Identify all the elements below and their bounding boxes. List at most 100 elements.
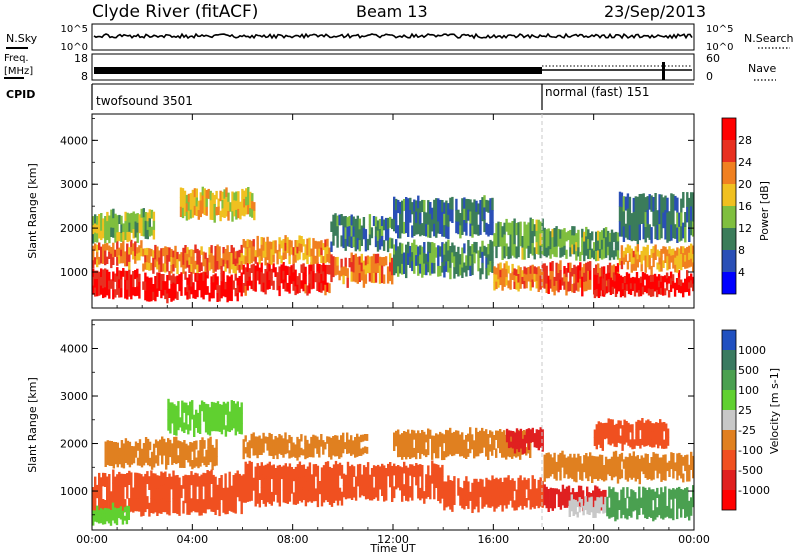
heatmap-cell (654, 500, 657, 511)
heatmap-cell (302, 449, 305, 456)
heatmap-cell (240, 475, 243, 489)
heatmap-cell (579, 471, 582, 480)
heatmap-cell (692, 245, 695, 255)
heatmap-cell (94, 270, 97, 280)
heatmap-cell (645, 286, 649, 294)
heatmap-cell (613, 274, 617, 282)
heatmap-cell (469, 435, 472, 445)
heatmap-cell (193, 414, 196, 427)
heatmap-cell (254, 492, 257, 507)
heatmap-cell (100, 254, 103, 264)
heatmap-cell (227, 201, 230, 212)
heatmap-cell (290, 274, 293, 284)
heatmap-cell (682, 253, 685, 261)
heatmap-cell (146, 284, 149, 294)
heatmap-cell (568, 505, 571, 512)
heatmap-cell (692, 463, 695, 471)
heatmap-cell (569, 453, 572, 463)
heatmap-cell (142, 217, 145, 228)
heatmap-cell (192, 282, 195, 291)
heatmap-cell (204, 252, 207, 260)
heatmap-cell (296, 284, 299, 294)
heatmap-cell (316, 465, 320, 480)
heatmap-cell (362, 278, 366, 288)
heatmap-cell (395, 210, 398, 222)
heatmap-cell (621, 433, 624, 443)
heatmap-cell (362, 227, 366, 240)
heatmap-cell (306, 451, 309, 459)
heatmap-cell (649, 289, 653, 297)
heatmap-cell (296, 477, 300, 491)
heatmap-cell (336, 215, 339, 227)
heatmap-cell (439, 439, 442, 447)
heatmap-cell (545, 238, 548, 249)
heatmap-cell (202, 271, 205, 282)
heatmap-cell (423, 263, 426, 275)
heatmap-cell (433, 435, 436, 445)
heatmap-cell (178, 502, 181, 516)
heatmap-cell (294, 286, 297, 296)
heatmap-cell (174, 487, 177, 501)
heatmap-cell (555, 271, 558, 282)
heatmap-cell (364, 488, 368, 500)
heatmap-cell (124, 270, 127, 281)
heatmap-cell (621, 289, 625, 296)
heatmap-cell (609, 277, 613, 284)
heatmap-cell (545, 461, 548, 470)
band-18 (618, 191, 695, 245)
heatmap-cell (148, 277, 151, 286)
heatmap-cell (138, 473, 141, 487)
heatmap-cell (330, 444, 333, 453)
colorbar-swatch (722, 162, 736, 184)
heatmap-cell (395, 466, 398, 478)
heatmap-cell (320, 434, 323, 441)
heatmap-cell (523, 234, 526, 248)
heatmap-cell (405, 266, 408, 279)
heatmap-cell (529, 429, 532, 437)
heatmap-cell (622, 250, 626, 258)
heatmap-cell (647, 419, 650, 429)
heatmap-cell (507, 484, 510, 496)
heatmap-cell (471, 441, 474, 450)
heatmap-cell (378, 274, 382, 284)
heatmap-cell (142, 226, 145, 237)
heatmap-cell (106, 448, 109, 457)
heatmap-cell (395, 430, 398, 439)
heatmap-cell (132, 499, 135, 513)
heatmap-cell (592, 497, 595, 504)
heatmap-cell (310, 256, 313, 265)
heatmap-cell (549, 249, 552, 259)
heatmap-cell (604, 496, 607, 503)
heatmap-cell (332, 442, 335, 450)
heatmap-cell (241, 206, 244, 216)
heatmap-cell (100, 221, 103, 232)
heatmap-cell (233, 200, 236, 209)
heatmap-cell (164, 498, 167, 513)
heatmap-cell (409, 486, 412, 498)
heatmap-cell (485, 486, 488, 496)
heatmap-cell (477, 491, 480, 503)
heatmap-cell (405, 488, 408, 501)
heatmap-cell (411, 261, 414, 272)
heatmap-cell (158, 488, 161, 501)
heatmap-cell (136, 443, 140, 451)
heatmap-cell (642, 495, 645, 506)
heatmap-cell (654, 461, 657, 471)
heatmap-cell (421, 430, 424, 439)
heatmap-cell (152, 486, 155, 501)
heatmap-cell (106, 211, 109, 222)
heatmap-cell (653, 431, 656, 440)
heatmap-cell (164, 263, 167, 273)
heatmap-cell (447, 250, 450, 262)
heatmap-cell (393, 244, 396, 255)
heatmap-cell (199, 208, 202, 218)
heatmap-cell (256, 271, 259, 281)
heatmap-cell (491, 431, 494, 440)
heatmap-cell (142, 443, 146, 451)
heatmap-cell (607, 418, 610, 428)
heatmap-cell (551, 465, 554, 475)
heatmap-cell (567, 463, 570, 472)
heatmap-cell (539, 268, 542, 277)
heatmap-cell (636, 455, 639, 464)
heatmap-cell (116, 486, 119, 499)
